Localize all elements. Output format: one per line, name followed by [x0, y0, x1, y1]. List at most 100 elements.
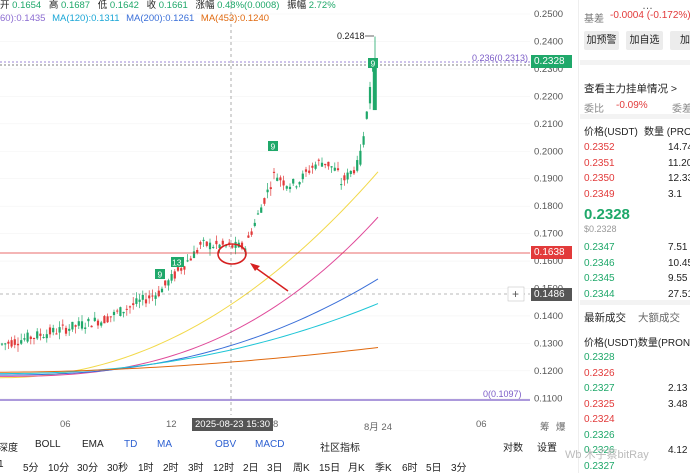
candle-body [112, 311, 116, 316]
timeframe-13[interactable]: 月K [348, 463, 365, 473]
timeframe-16[interactable]: 5日 [426, 463, 442, 473]
indicator-0[interactable]: 深度 [0, 443, 18, 454]
price-cell[interactable]: 0.2324 [584, 414, 615, 425]
timeframe-15[interactable]: 6时 [402, 463, 418, 473]
time-tick: 12 [166, 419, 177, 430]
price-cell[interactable]: 0.2328 [584, 352, 615, 363]
price-cell[interactable]: 0.2325 [584, 398, 615, 410]
candle-body [199, 242, 202, 245]
candle-body [231, 245, 234, 248]
indicator-9[interactable]: 设置 [537, 443, 557, 454]
candle-body [292, 178, 295, 184]
indicator-8[interactable]: 对数 [503, 443, 523, 454]
price-cell[interactable]: 0.2351 [584, 157, 615, 169]
timeframe-bar: 1 5分 10分 30分 30秒 1时 2时 3时 12时 2日 3日 周K 15日 月K 季K 6时 5日 3分 [0, 459, 566, 473]
tab-latest-trades[interactable]: 最新成交 [584, 312, 626, 324]
price-cell[interactable]: 0.2327 [584, 460, 615, 472]
timeframe-7[interactable]: 3时 [188, 463, 204, 473]
timeframe-9[interactable]: 2日 [243, 463, 259, 473]
candle-body [240, 242, 244, 249]
qty-cell: 7.51 [668, 242, 688, 253]
crosshair-button[interactable] [507, 286, 525, 302]
indicator-4[interactable]: MA [157, 439, 172, 450]
indicator-1[interactable]: BOLL [35, 439, 61, 450]
price-cell[interactable]: 0.2326 [584, 445, 615, 456]
timeframe-8[interactable]: 12时 [213, 463, 235, 473]
candle-body [55, 333, 58, 335]
price-cell[interactable]: 0.2346 [584, 257, 615, 269]
divider [578, 0, 579, 473]
tab-large-trades[interactable]: 大额成交 [638, 312, 680, 324]
price-cell[interactable]: 0.2347 [584, 242, 615, 253]
candle-body [64, 327, 68, 334]
timeframe-17[interactable]: 3分 [451, 463, 467, 473]
price-cell[interactable]: 0.2327 [584, 383, 615, 394]
timeframe-6[interactable]: 2时 [163, 463, 179, 473]
price-cell[interactable]: 0.2352 [584, 142, 615, 153]
candle-body [160, 288, 164, 293]
trades-header: 价格(USDT)数量(PRON [584, 338, 690, 349]
indicator-3[interactable]: TD [124, 439, 138, 450]
qty-cell: 27.51 [668, 288, 690, 300]
view-main-orders-link[interactable]: 查看主力挂单情况 > [584, 83, 678, 95]
timeframe-4[interactable]: 30秒 [107, 463, 129, 473]
qty-cell: 12.33 [668, 173, 690, 184]
timeframe-1[interactable]: 5分 [23, 463, 39, 473]
price-tick: 0.1400 [534, 311, 563, 322]
candle-body [176, 267, 180, 271]
fib-0-label: 0(0.1097) [483, 389, 522, 399]
change-value: 0.48%(0.0008) [217, 0, 280, 11]
candle-body [48, 327, 52, 335]
price-cell[interactable]: 0.2350 [584, 173, 615, 184]
candle-body [52, 327, 55, 333]
candle-body [311, 165, 314, 168]
price-cell[interactable]: 0.2326 [584, 429, 615, 441]
price-cell[interactable]: 0.2344 [584, 288, 615, 300]
timeframe-11[interactable]: 周K [293, 463, 310, 473]
timeframe-2[interactable]: 10分 [48, 463, 70, 473]
price-cell[interactable]: 0.2326 [584, 367, 615, 379]
basis-label: 基差 [584, 14, 604, 25]
add-alert-button[interactable]: 加预警 [584, 31, 619, 50]
indicator-7[interactable]: 社区指标 [320, 443, 360, 454]
candle-body [250, 231, 253, 235]
add-watchlist-button[interactable]: 加自选 [626, 31, 663, 50]
timeframe-10[interactable]: 3日 [267, 463, 283, 473]
candle-body [125, 308, 128, 310]
candle-body [103, 316, 106, 324]
candle-body [308, 170, 311, 173]
add-button[interactable]: 加 [670, 31, 690, 50]
candle-body [336, 168, 340, 171]
last-price-tag: 0.2328 [531, 55, 572, 68]
candle-body [196, 249, 199, 253]
price-tick: 0.1100 [534, 393, 562, 404]
liquidation-button[interactable]: 爆 [556, 422, 566, 433]
price-tick: 0.2100 [534, 119, 563, 130]
indicator-2[interactable]: EMA [82, 439, 104, 450]
chips-button[interactable]: 筹 [540, 422, 550, 433]
candle-body [272, 171, 276, 173]
price-cell[interactable]: 0.2349 [584, 188, 615, 200]
candle-body [356, 160, 359, 171]
candle-body [208, 242, 212, 250]
candle-body [359, 150, 362, 165]
qty-cell: 14.74 [668, 142, 690, 153]
timeframe-3[interactable]: 30分 [77, 463, 99, 473]
candle-body [61, 324, 64, 326]
candlestick-chart[interactable]: 0.2500 0.2400 0.2300 0.2200 0.2100 0.2000 0.19… [0, 0, 566, 415]
price-tick: 0.1600 [534, 256, 563, 267]
price-cell[interactable]: 0.2345 [584, 273, 615, 284]
ma453-value: MA(453):0.1240 [200, 13, 270, 24]
timeframe-5[interactable]: 1时 [138, 463, 154, 473]
timeframe-0[interactable]: 1 [0, 459, 4, 470]
candle-body [228, 242, 231, 244]
candle-body [256, 213, 260, 215]
candle-body [148, 295, 151, 299]
timeframe-14[interactable]: 季K [375, 463, 392, 473]
indicator-5[interactable]: OBV [215, 439, 237, 450]
indicator-6[interactable]: MACD [255, 439, 285, 450]
more-icon[interactable]: … [642, 0, 653, 12]
candle-body [39, 333, 42, 336]
timeframe-12[interactable]: 15日 [319, 463, 341, 473]
candle-body [266, 189, 269, 193]
